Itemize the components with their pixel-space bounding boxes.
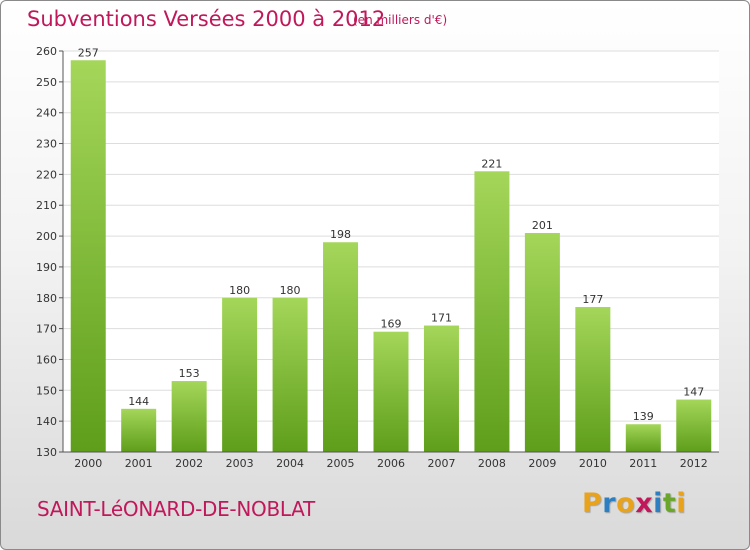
bar-2004 [272, 297, 308, 452]
x-tick-label-2008: 2008 [478, 457, 506, 470]
value-label-2003: 180 [229, 284, 250, 297]
x-tick-label-2000: 2000 [74, 457, 102, 470]
y-tick-label: 250 [36, 76, 57, 89]
bar-2008 [474, 171, 510, 453]
chart-title: Subventions Versées 2000 à 2012 [27, 7, 386, 31]
value-label-2012: 147 [683, 386, 704, 399]
value-label-2008: 221 [481, 157, 502, 170]
x-tick-label-2005: 2005 [327, 457, 355, 470]
x-tick-label-2009: 2009 [528, 457, 556, 470]
bars [70, 60, 712, 453]
value-label-2001: 144 [128, 395, 149, 408]
bar-2005 [323, 242, 359, 452]
labels: 130 140 150 160 170 180 190 200 210 220 230 240 250 2… [36, 45, 708, 470]
value-label-2004: 180 [280, 284, 301, 297]
y-tick-label: 260 [36, 45, 57, 58]
y-tick-label: 180 [36, 292, 57, 305]
y-tick-label: 200 [36, 230, 57, 243]
bar-2012 [676, 399, 712, 452]
bar-2000 [70, 60, 106, 452]
y-tick-label: 170 [36, 323, 57, 336]
y-tick-label: 210 [36, 199, 57, 212]
x-tick-label-2002: 2002 [175, 457, 203, 470]
bar-2002 [171, 381, 207, 452]
logo-letter: i [676, 488, 687, 519]
value-label-2010: 177 [582, 293, 603, 306]
y-tick-label: 220 [36, 168, 57, 181]
logo-letter: t [662, 488, 677, 519]
y-tick-label: 140 [36, 415, 57, 428]
x-tick-label-2006: 2006 [377, 457, 405, 470]
bar-2001 [121, 408, 157, 452]
logo-letter: r [602, 488, 617, 519]
y-tick-label: 150 [36, 384, 57, 397]
x-tick-label-2004: 2004 [276, 457, 304, 470]
x-tick-label-2003: 2003 [226, 457, 254, 470]
x-tick-label-2011: 2011 [629, 457, 657, 470]
bar-2011 [625, 424, 661, 452]
x-tick-label-2010: 2010 [579, 457, 607, 470]
x-tick-label-2012: 2012 [680, 457, 708, 470]
y-tick-label: 240 [36, 107, 57, 120]
bar-2007 [423, 325, 459, 452]
value-label-2000: 257 [78, 46, 99, 59]
y-tick-label: 160 [36, 353, 57, 366]
bar-2003 [222, 297, 258, 452]
bar-2006 [373, 331, 409, 452]
value-label-2006: 169 [381, 318, 402, 331]
x-tick-label-2007: 2007 [427, 457, 455, 470]
value-label-2005: 198 [330, 228, 351, 241]
y-tick-label: 130 [36, 446, 57, 459]
proxiti-logo: Proxiti [582, 488, 686, 519]
x-tick-label-2001: 2001 [125, 457, 153, 470]
axes [59, 50, 719, 453]
y-tick-label: 190 [36, 261, 57, 274]
bar-2009 [524, 232, 560, 452]
commune-name: SAINT-LéONARD-DE-NOBLAT [37, 497, 315, 521]
value-label-2007: 171 [431, 312, 452, 325]
y-tick-label: 230 [36, 138, 57, 151]
value-label-2002: 153 [179, 367, 200, 380]
value-label-2009: 201 [532, 219, 553, 232]
chart-subtitle: (en milliers d'€) [353, 13, 448, 27]
logo-letter: x [635, 488, 654, 519]
logo-letter: o [616, 488, 636, 519]
logo-letter: i [653, 488, 663, 519]
logo-letter: P [582, 488, 603, 519]
bar-2010 [575, 307, 611, 452]
value-label-2011: 139 [633, 410, 654, 423]
